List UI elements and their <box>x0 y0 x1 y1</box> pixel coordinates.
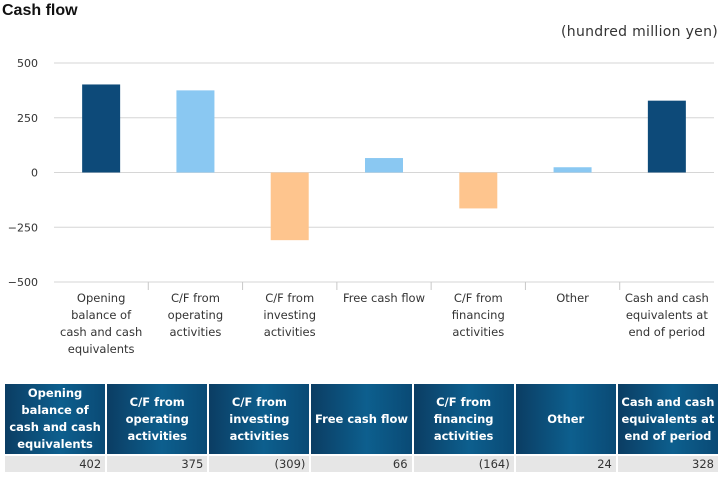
y-tick-label: 250 <box>17 112 38 125</box>
table-header-row: Opening balance of cash and cash equival… <box>5 384 718 454</box>
grid-layer <box>54 62 714 290</box>
bar <box>176 90 215 173</box>
x-tick-label: Cash and cash equivalents at end of peri… <box>624 291 709 339</box>
y-tick-label: −250 <box>8 221 38 234</box>
table-header: C/F from financing activities <box>413 384 514 454</box>
bar <box>365 158 403 173</box>
table-cell: 328 <box>617 454 718 472</box>
x-tick-label: Opening balance of cash and cash equival… <box>60 291 143 356</box>
y-tick-label: −500 <box>8 276 38 289</box>
data-table: Opening balance of cash and cash equival… <box>3 384 720 472</box>
bar <box>82 84 121 173</box>
bar-chart: 500 250 0 −250 −500 <box>8 57 714 290</box>
bar <box>647 100 686 173</box>
table-header: Free cash flow <box>311 384 412 454</box>
table-header: Cash and cash equivalents at end of peri… <box>617 384 718 454</box>
x-tick-label: Free cash flow <box>342 291 426 305</box>
x-tick-label: C/F from financing activities <box>451 291 505 339</box>
unit-label: (hundred million yen) <box>561 24 718 40</box>
table-cell: 375 <box>107 454 208 472</box>
bar <box>553 167 592 173</box>
table-header: C/F from operating activities <box>107 384 208 454</box>
table-row: 402 375 (309) 66 (164) 24 328 <box>5 454 718 472</box>
table-cell: (309) <box>209 454 310 472</box>
chart-title: Cash flow <box>2 2 78 19</box>
table-header: Opening balance of cash and cash equival… <box>5 384 106 454</box>
bar <box>459 172 498 209</box>
table-cell: (164) <box>413 454 514 472</box>
table-cell: 24 <box>515 454 616 472</box>
x-tick-label: C/F from investing activities <box>263 291 317 339</box>
x-tick-label: Other <box>556 291 589 305</box>
y-axis: 500 250 0 −250 −500 <box>8 57 38 289</box>
table-cell: 66 <box>311 454 412 472</box>
bar <box>270 172 309 241</box>
bar-layer <box>82 84 686 241</box>
y-tick-label: 500 <box>17 57 38 70</box>
table-header: Other <box>515 384 616 454</box>
x-tick-label: C/F from operating activities <box>167 291 224 339</box>
y-tick-label: 0 <box>31 167 38 180</box>
table-cell: 402 <box>5 454 106 472</box>
table-header: C/F from investing activities <box>209 384 310 454</box>
